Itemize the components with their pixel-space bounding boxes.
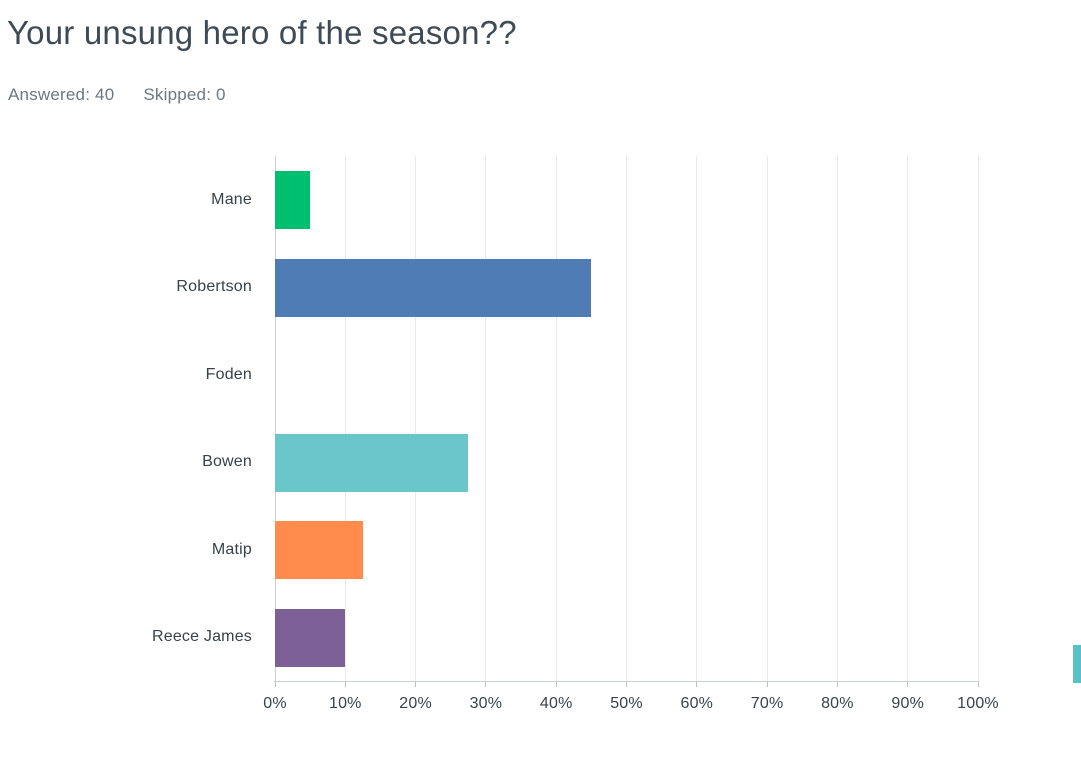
chart-row: Robertson — [0, 244, 1081, 332]
axis-tick — [766, 682, 768, 687]
axis-ticks — [274, 682, 979, 688]
chart-rows: Mane Robertson Foden Bowen — [0, 156, 1081, 681]
gridline — [344, 156, 346, 681]
axis-tick — [836, 682, 838, 687]
gridline — [907, 156, 909, 681]
gridline — [415, 156, 417, 681]
axis-tick — [977, 682, 979, 687]
chart-row: Bowen — [0, 419, 1081, 507]
x-tick-label: 60% — [680, 695, 714, 712]
bar-track — [275, 156, 978, 244]
bar-track — [275, 331, 978, 419]
gridline — [836, 156, 838, 681]
x-tick-label: 90% — [891, 695, 924, 712]
x-axis-labels: 0% 10% 20% 30% 40% 50% 60% 70% 80% 90% 100% — [263, 695, 998, 717]
category-label-robertson: Robertson — [176, 278, 252, 296]
axis-tick — [555, 682, 557, 687]
axis-tick — [274, 682, 276, 687]
bar-bowen — [275, 433, 469, 492]
axis-tick — [626, 682, 627, 687]
category-label-mane: Mane — [211, 190, 252, 208]
chart-row: Foden — [0, 331, 1081, 419]
category-label-matip: Matip — [211, 540, 252, 558]
axis-tick — [485, 682, 487, 687]
axis-tick — [696, 682, 698, 687]
response-meta: Answered: 40 Skipped: 0 — [8, 85, 226, 105]
axis-tick — [415, 682, 417, 687]
chart-row: Reece James — [0, 594, 1081, 682]
axis-tick — [344, 682, 346, 687]
x-tick-label: 30% — [469, 695, 503, 712]
bar-track — [275, 244, 978, 332]
x-tick-label: 80% — [821, 695, 854, 712]
x-tick-label: 10% — [328, 695, 362, 712]
category-label-foden: Foden — [205, 365, 252, 383]
gridline — [274, 156, 276, 681]
gridline — [626, 156, 627, 681]
chart-row: Mane — [0, 156, 1081, 244]
gridline — [485, 156, 487, 681]
bar-track — [275, 506, 978, 594]
axis-tick — [907, 682, 909, 687]
answered-count: Answered: 40 — [8, 85, 115, 104]
bar-reece-james — [275, 608, 346, 667]
bar-mane — [275, 171, 311, 229]
x-tick-label: 40% — [539, 695, 573, 712]
skipped-count: Skipped: 0 — [143, 85, 226, 104]
x-tick-label: 50% — [610, 695, 643, 712]
bar-track — [275, 419, 978, 507]
x-tick-label: 100% — [957, 695, 999, 712]
x-axis-line — [274, 681, 979, 682]
category-label-reece-james: Reece James — [151, 628, 252, 646]
x-tick-label: 20% — [399, 695, 432, 712]
chart-row: Matip — [0, 506, 1081, 594]
gridline — [977, 156, 979, 681]
x-tick-label: 70% — [750, 695, 784, 712]
clipped-edge-element — [1073, 645, 1081, 683]
bar-robertson — [275, 258, 592, 317]
bar-chart: Mane Robertson Foden Bowen — [0, 156, 1081, 716]
category-label-bowen: Bowen — [202, 453, 252, 471]
bar-matip — [275, 521, 363, 579]
bar-track — [275, 594, 978, 682]
gridline — [696, 156, 698, 681]
gridlines — [274, 156, 979, 681]
gridline — [766, 156, 768, 681]
question-title: Your unsung hero of the season?? — [7, 14, 517, 51]
gridline — [555, 156, 557, 681]
x-tick-label: 0% — [263, 695, 287, 712]
